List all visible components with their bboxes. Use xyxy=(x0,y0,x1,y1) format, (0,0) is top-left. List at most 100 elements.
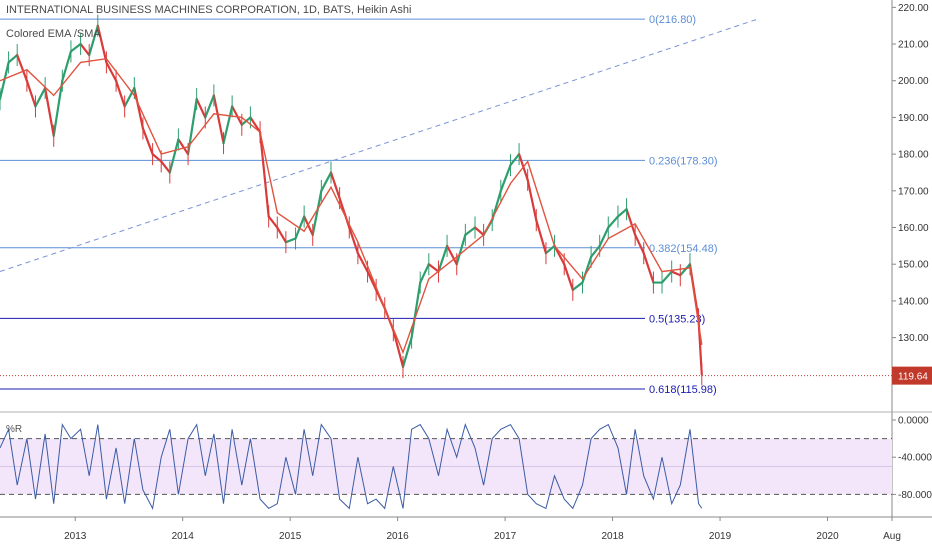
price-segment xyxy=(437,244,449,273)
price-segment xyxy=(427,263,440,273)
time-tick-label: 2020 xyxy=(816,531,839,542)
price-segment xyxy=(464,226,477,236)
price-segment xyxy=(598,226,610,247)
price-segment xyxy=(69,42,82,53)
price-segment xyxy=(123,86,136,108)
price-segment xyxy=(195,97,207,119)
price-segment xyxy=(634,233,645,255)
fib-level-label: 0(216.80) xyxy=(649,14,696,26)
price-segment xyxy=(231,105,243,126)
price-segment xyxy=(445,244,458,266)
price-segment xyxy=(499,164,512,192)
time-tick-label: 2018 xyxy=(601,531,624,542)
time-tick-label: 2013 xyxy=(64,531,87,542)
price-segment xyxy=(366,270,378,292)
price-segment xyxy=(329,171,341,200)
fib-level-label: 0.5(135.23) xyxy=(649,313,705,325)
price-segment xyxy=(642,252,655,284)
price-segment xyxy=(660,270,673,284)
price-segment xyxy=(535,219,548,255)
price-tick-label: 130.00 xyxy=(898,333,929,344)
price-segment xyxy=(88,24,99,57)
williams-r-line xyxy=(0,423,703,510)
price-segment xyxy=(133,86,145,130)
price-segment xyxy=(267,215,279,229)
price-segment xyxy=(61,50,73,82)
price-segment xyxy=(168,138,180,174)
price-segment xyxy=(16,53,28,82)
price-segment xyxy=(348,226,359,255)
last-price-label: 119.64 xyxy=(898,372,928,383)
fib-level-label: 0.382(154.48) xyxy=(649,243,718,255)
price-segment xyxy=(616,208,628,218)
price-segment xyxy=(151,153,163,163)
price-segment xyxy=(526,178,538,222)
price-segment xyxy=(105,61,118,82)
price-segment xyxy=(544,244,556,255)
price-segment xyxy=(670,270,682,277)
price-segment xyxy=(0,61,10,101)
price-segment xyxy=(410,281,422,339)
price-segment xyxy=(473,226,485,236)
time-tick-label: 2015 xyxy=(279,531,302,542)
fib-level-label: 0.618(115.98) xyxy=(649,384,717,396)
price-tick-label: 140.00 xyxy=(898,296,929,307)
price-tick-label: 180.00 xyxy=(898,150,929,161)
price-segment xyxy=(571,281,584,292)
price-segment xyxy=(249,116,262,134)
price-segment xyxy=(455,233,467,266)
time-tick-label: 2017 xyxy=(494,531,517,542)
oscillator-panel: 0.0000 -40.0000 -80.0000 xyxy=(0,411,932,501)
price-segment xyxy=(212,94,225,145)
price-segment xyxy=(7,53,19,64)
price-segment xyxy=(114,79,126,108)
price-segment xyxy=(509,153,521,167)
oscillator-label: %R xyxy=(6,424,23,435)
price-segment xyxy=(581,255,593,284)
price-tick-label: 150.00 xyxy=(898,260,929,271)
price-tick-label: 220.00 xyxy=(898,3,929,14)
osc-tick-label: -80.0000 xyxy=(898,490,932,501)
price-segment xyxy=(320,171,333,192)
trend-line xyxy=(0,18,758,273)
price-tick-label: 210.00 xyxy=(898,40,929,51)
price-segment xyxy=(141,127,154,156)
price-segment xyxy=(563,263,574,292)
price-segment xyxy=(607,215,620,229)
time-tick-label: 2016 xyxy=(387,531,410,542)
price-tick-label: 160.00 xyxy=(898,223,929,234)
osc-tick-label: 0.0000 xyxy=(898,416,929,427)
price-segment xyxy=(79,42,91,57)
price-tick-label: 200.00 xyxy=(898,76,929,87)
indicator-label: Colored EMA /SMA xyxy=(6,28,101,40)
price-segment xyxy=(44,86,55,137)
time-tick-label: 2014 xyxy=(172,531,195,542)
price-segment xyxy=(589,244,601,258)
price-segment xyxy=(392,329,405,369)
price-segment xyxy=(303,215,314,236)
price-segment xyxy=(52,79,64,137)
price-segment xyxy=(25,79,37,108)
last-price-tag xyxy=(892,366,932,385)
price-segment xyxy=(204,94,215,119)
time-tick-label: 2019 xyxy=(709,531,732,542)
price-segment xyxy=(96,24,108,64)
price-segment xyxy=(419,263,430,284)
chart-title: INTERNATIONAL BUSINESS MACHINES CORPORAT… xyxy=(6,4,412,16)
price-segment xyxy=(160,160,171,174)
price-segment xyxy=(356,252,369,273)
time-tick-label: Aug xyxy=(883,531,901,542)
price-segment xyxy=(177,138,190,156)
price-segment xyxy=(679,263,692,277)
price-segment xyxy=(34,86,47,108)
moving-average-line xyxy=(0,57,703,355)
osc-tick-label: -40.0000 xyxy=(898,453,932,464)
fib-level-label: 0.236(178.30) xyxy=(649,155,718,167)
price-segment xyxy=(284,237,297,244)
price-tick-label: 170.00 xyxy=(898,186,929,197)
price-segment xyxy=(625,208,637,236)
price-tick-label: 190.00 xyxy=(898,113,929,124)
price-segment xyxy=(222,105,234,145)
